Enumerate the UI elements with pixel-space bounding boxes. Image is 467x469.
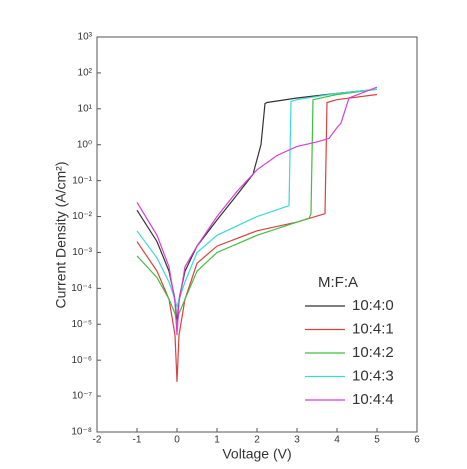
y-tick-label: 10¹: [78, 103, 93, 114]
x-tick-label: 6: [414, 435, 420, 446]
y-tick-label: 10⁻⁷: [72, 391, 92, 402]
legend-text: 10:4:0: [352, 297, 394, 314]
y-tick-label: 10⁻⁸: [71, 427, 92, 438]
legend-text: 10:4:2: [352, 344, 394, 361]
x-tick-label: 4: [334, 435, 340, 446]
y-tick-label: 10⁻⁵: [71, 319, 92, 330]
series-line: [136, 88, 378, 308]
y-tick-label: 10⁻²: [72, 211, 92, 222]
y-axis-title: Current Density (A/cm²): [53, 161, 69, 308]
x-tick-label: 5: [374, 435, 380, 446]
x-tick-label: 1: [214, 435, 220, 446]
x-axis-title: Voltage (V): [222, 446, 291, 462]
legend-text: 10:4:3: [352, 367, 394, 384]
y-tick-label: 10⁻⁶: [71, 355, 92, 366]
x-tick-label: 0: [174, 435, 180, 446]
series-line: [136, 93, 378, 382]
x-tick-label: -1: [133, 435, 142, 446]
y-tick-label: 10⁻³: [72, 247, 92, 258]
y-tick-label: 10⁰: [77, 139, 92, 150]
y-tick-label: 10⁻¹: [72, 175, 92, 186]
x-tick-label: 3: [294, 435, 300, 446]
x-tick-label: -2: [93, 435, 102, 446]
legend-text: 10:4:1: [352, 320, 394, 337]
legend-title: M:F:A: [318, 274, 358, 291]
x-tick-label: 2: [254, 435, 260, 446]
y-tick-label: 10²: [78, 68, 93, 79]
series-line: [136, 86, 378, 336]
series-line: [136, 88, 378, 325]
legend-text: 10:4:4: [352, 391, 394, 408]
y-tick-label: 10³: [78, 32, 93, 43]
y-tick-label: 10⁻⁴: [71, 283, 92, 294]
